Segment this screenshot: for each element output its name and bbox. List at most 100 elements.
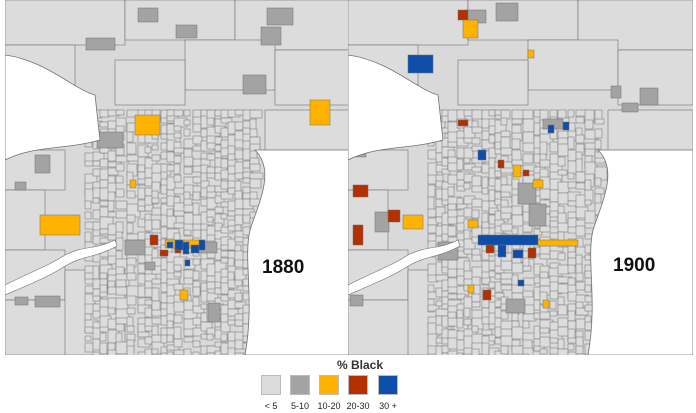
tract bbox=[447, 186, 455, 197]
tract bbox=[192, 327, 206, 337]
tract bbox=[575, 194, 587, 209]
colored-tract bbox=[512, 249, 524, 259]
tract bbox=[173, 109, 184, 117]
tract bbox=[99, 121, 109, 128]
colored-tract bbox=[482, 289, 492, 301]
tract bbox=[84, 211, 92, 220]
tract bbox=[557, 317, 569, 328]
tract bbox=[557, 109, 567, 120]
tract bbox=[505, 298, 526, 314]
tract bbox=[107, 342, 116, 355]
legend-title: % Black bbox=[337, 358, 384, 372]
tract bbox=[137, 205, 146, 212]
tract bbox=[481, 139, 495, 150]
tract bbox=[584, 199, 592, 206]
tract bbox=[457, 59, 529, 106]
tract bbox=[234, 224, 242, 232]
tract bbox=[539, 225, 551, 233]
tract bbox=[34, 154, 51, 174]
tract bbox=[567, 310, 576, 322]
tract bbox=[463, 296, 473, 310]
tract bbox=[99, 272, 108, 280]
tract bbox=[99, 200, 110, 207]
tract bbox=[137, 351, 149, 355]
tract bbox=[427, 353, 437, 355]
tract bbox=[99, 326, 110, 333]
tract bbox=[575, 353, 586, 355]
tract bbox=[92, 338, 101, 351]
tract bbox=[463, 157, 471, 164]
colored-tract bbox=[174, 239, 184, 251]
tract bbox=[471, 126, 483, 134]
tract bbox=[447, 225, 457, 237]
tract bbox=[206, 352, 216, 355]
tract bbox=[115, 188, 125, 198]
tract bbox=[115, 109, 125, 116]
colored-tract bbox=[527, 247, 537, 259]
colored-tract bbox=[352, 184, 369, 198]
tract bbox=[115, 286, 128, 296]
tract bbox=[115, 163, 125, 172]
tract bbox=[533, 325, 541, 340]
tract bbox=[557, 156, 566, 167]
tract bbox=[567, 291, 578, 302]
tract bbox=[500, 109, 511, 120]
map-panel-1880: 1880 bbox=[5, 0, 350, 355]
tract bbox=[447, 131, 459, 144]
tract bbox=[173, 264, 182, 272]
river-water bbox=[348, 54, 693, 355]
tract bbox=[234, 352, 247, 355]
tract bbox=[99, 342, 108, 355]
tract bbox=[463, 207, 473, 218]
tract bbox=[567, 109, 575, 118]
tract bbox=[471, 254, 482, 262]
tract bbox=[456, 352, 464, 355]
tract bbox=[192, 351, 200, 355]
tract bbox=[151, 154, 161, 162]
tract bbox=[456, 317, 464, 329]
tract bbox=[227, 238, 237, 251]
tract bbox=[126, 154, 140, 162]
tract bbox=[500, 335, 514, 347]
tract bbox=[511, 312, 519, 322]
colored-tract bbox=[562, 121, 570, 131]
tract bbox=[206, 117, 215, 126]
tract bbox=[166, 351, 174, 355]
tract bbox=[567, 172, 575, 180]
tract bbox=[511, 353, 526, 355]
tract bbox=[567, 160, 578, 175]
tract bbox=[144, 307, 153, 318]
tract bbox=[575, 158, 583, 173]
legend-swatch-lt5 bbox=[261, 375, 281, 395]
tract bbox=[567, 149, 578, 162]
map-1900-svg bbox=[348, 0, 693, 355]
tract bbox=[594, 177, 602, 187]
legend-swatch-20-30 bbox=[348, 375, 368, 395]
tract bbox=[500, 147, 513, 156]
tract bbox=[539, 327, 550, 334]
tract bbox=[481, 277, 491, 285]
tract bbox=[511, 262, 524, 274]
tract bbox=[522, 223, 533, 233]
tract bbox=[207, 302, 221, 323]
tract bbox=[234, 279, 243, 287]
schuylkill-river bbox=[348, 54, 444, 161]
tract bbox=[137, 7, 159, 23]
tract bbox=[594, 139, 602, 150]
colored-tract bbox=[537, 239, 579, 247]
tract bbox=[488, 134, 496, 144]
tract bbox=[126, 214, 136, 223]
tract bbox=[522, 277, 536, 286]
tract bbox=[137, 187, 146, 200]
tract bbox=[84, 160, 94, 167]
tract bbox=[500, 167, 515, 174]
colored-tract bbox=[149, 234, 159, 246]
tract bbox=[575, 116, 585, 124]
colored-tract bbox=[485, 244, 495, 254]
tract bbox=[84, 335, 92, 342]
tract bbox=[594, 157, 606, 164]
colored-tract bbox=[182, 241, 190, 255]
tract bbox=[557, 181, 570, 194]
tract bbox=[249, 178, 262, 189]
colored-tract bbox=[517, 279, 525, 287]
